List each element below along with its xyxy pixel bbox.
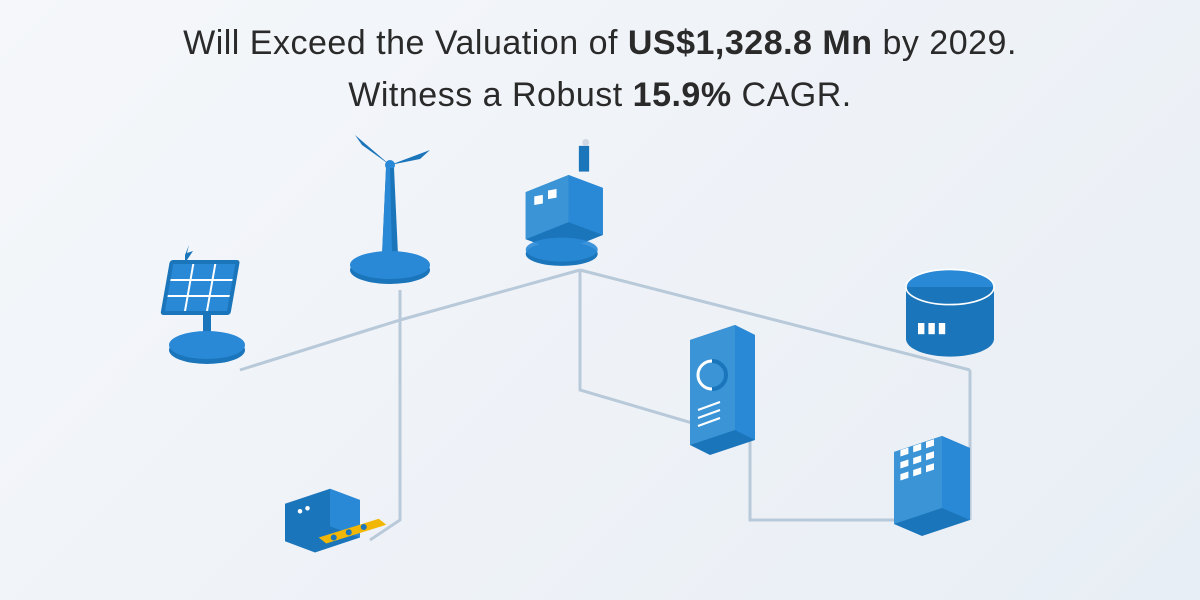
headline-text: Will Exceed the Valuation of <box>183 24 628 62</box>
headline-bold-cagr: 15.9% <box>633 76 732 114</box>
solar-panel-icon <box>155 240 265 370</box>
storage-tank-icon <box>890 240 1010 390</box>
server-unit-icon <box>660 310 780 470</box>
building-node <box>870 420 990 560</box>
headline-text: by 2029. <box>873 24 1017 62</box>
solar-panel-node <box>150 230 270 370</box>
headline-bold-value: US$1,328.8 Mn <box>628 24 873 62</box>
machine-node <box>270 440 390 580</box>
headline-text: CAGR. <box>732 76 852 114</box>
headline-line-1: Will Exceed the Valuation of US$1,328.8 … <box>60 20 1140 68</box>
server-unit-node <box>660 330 780 470</box>
storage-tank-node <box>890 250 1010 390</box>
headline: Will Exceed the Valuation of US$1,328.8 … <box>0 0 1200 129</box>
building-icon <box>870 400 990 560</box>
isometric-diagram <box>100 140 1100 580</box>
wind-turbine-node <box>330 150 450 290</box>
wind-turbine-icon <box>330 120 450 290</box>
headline-text: Witness a Robust <box>348 76 632 114</box>
headline-line-2: Witness a Robust 15.9% CAGR. <box>60 72 1140 120</box>
factory-icon <box>500 130 620 280</box>
machine-icon <box>270 450 390 580</box>
factory-node <box>500 140 620 280</box>
